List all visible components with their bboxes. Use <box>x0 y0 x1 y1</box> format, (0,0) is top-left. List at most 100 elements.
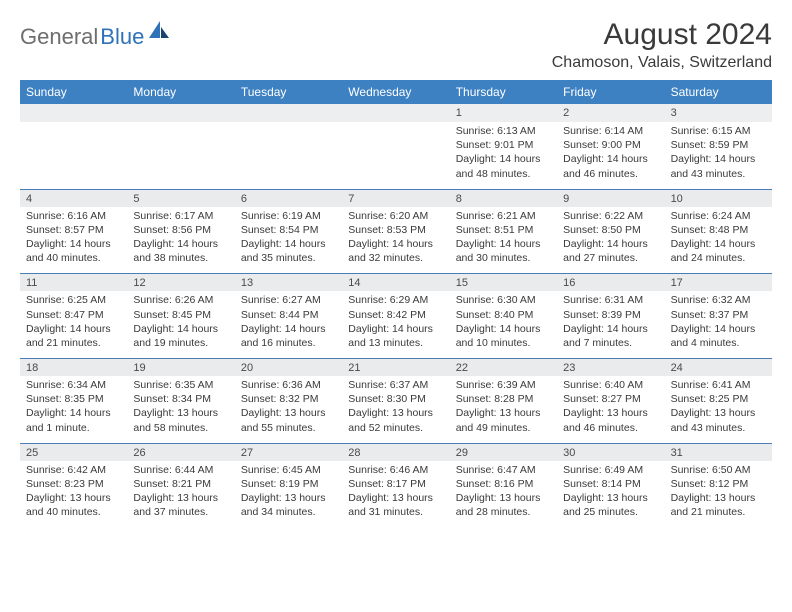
sunset-line: Sunset: 8:50 PM <box>563 223 658 237</box>
daylight-line: Daylight: 14 hours and 1 minute. <box>26 406 121 434</box>
day-number-row: 11121314151617 <box>20 273 772 291</box>
day-number-cell: 24 <box>665 358 772 376</box>
daylight-line: Daylight: 14 hours and 4 minutes. <box>671 322 766 350</box>
day-detail-row: Sunrise: 6:42 AMSunset: 8:23 PM Daylight:… <box>20 461 772 528</box>
daylight-line: Daylight: 14 hours and 16 minutes. <box>241 322 336 350</box>
day-detail-cell: Sunrise: 6:26 AMSunset: 8:45 PMDaylight:… <box>127 291 234 358</box>
day-detail-cell: Sunrise: 6:21 AMSunset: 8:51 PMDaylight:… <box>450 207 557 274</box>
logo-text-general: General <box>20 24 98 50</box>
day-number-cell: 23 <box>557 358 664 376</box>
daylight-line: Daylight: 14 hours and 43 minutes. <box>671 152 766 180</box>
sunset-line: Sunset: 8:35 PM <box>26 392 121 406</box>
day-number-cell <box>127 104 234 122</box>
sunset-line: Sunset: 8:21 PM <box>133 477 228 491</box>
day-detail-cell <box>20 122 127 189</box>
daylight-line: Daylight: 14 hours and 40 minutes. <box>26 237 121 265</box>
day-number-cell <box>235 104 342 122</box>
sunset-line: Sunset: 8:32 PM <box>241 392 336 406</box>
daylight-line: Daylight: 14 hours and 24 minutes. <box>671 237 766 265</box>
sunrise-line: Sunrise: 6:47 AM <box>456 463 551 477</box>
sunset-line: Sunset: 8:17 PM <box>348 477 443 491</box>
day-number-cell: 16 <box>557 273 664 291</box>
day-number-cell: 27 <box>235 443 342 461</box>
sunrise-line: Sunrise: 6:14 AM <box>563 124 658 138</box>
day-number-cell: 3 <box>665 104 772 122</box>
day-detail-cell <box>127 122 234 189</box>
daylight-line: Daylight: 14 hours and 19 minutes. <box>133 322 228 350</box>
day-number-cell: 31 <box>665 443 772 461</box>
sunset-line: Sunset: 8:28 PM <box>456 392 551 406</box>
sunrise-line: Sunrise: 6:50 AM <box>671 463 766 477</box>
sunrise-line: Sunrise: 6:21 AM <box>456 209 551 223</box>
sunrise-line: Sunrise: 6:19 AM <box>241 209 336 223</box>
daylight-line: Daylight: 13 hours and 31 minutes. <box>348 491 443 519</box>
day-detail-cell: Sunrise: 6:45 AMSunset: 8:19 PMDaylight:… <box>235 461 342 528</box>
sunset-line: Sunset: 8:44 PM <box>241 308 336 322</box>
day-number-cell <box>20 104 127 122</box>
daylight-line: Daylight: 14 hours and 38 minutes. <box>133 237 228 265</box>
day-detail-cell: Sunrise: 6:32 AMSunset: 8:37 PMDaylight:… <box>665 291 772 358</box>
sunrise-line: Sunrise: 6:37 AM <box>348 378 443 392</box>
day-detail-cell: Sunrise: 6:31 AMSunset: 8:39 PMDaylight:… <box>557 291 664 358</box>
sunrise-line: Sunrise: 6:17 AM <box>133 209 228 223</box>
daylight-line: Daylight: 13 hours and 21 minutes. <box>671 491 766 519</box>
daylight-line: Daylight: 13 hours and 46 minutes. <box>563 406 658 434</box>
day-number-cell: 12 <box>127 273 234 291</box>
day-number-cell: 21 <box>342 358 449 376</box>
sunset-line: Sunset: 9:00 PM <box>563 138 658 152</box>
sunrise-line: Sunrise: 6:39 AM <box>456 378 551 392</box>
sunset-line: Sunset: 8:23 PM <box>26 477 121 491</box>
day-detail-cell: Sunrise: 6:30 AMSunset: 8:40 PMDaylight:… <box>450 291 557 358</box>
day-detail-cell: Sunrise: 6:46 AMSunset: 8:17 PMDaylight:… <box>342 461 449 528</box>
daylight-line: Daylight: 13 hours and 37 minutes. <box>133 491 228 519</box>
day-number-cell: 5 <box>127 189 234 207</box>
sunrise-line: Sunrise: 6:30 AM <box>456 293 551 307</box>
daylight-line: Daylight: 14 hours and 13 minutes. <box>348 322 443 350</box>
sunset-line: Sunset: 8:39 PM <box>563 308 658 322</box>
sunset-line: Sunset: 8:47 PM <box>26 308 121 322</box>
sunrise-line: Sunrise: 6:26 AM <box>133 293 228 307</box>
day-detail-cell: Sunrise: 6:37 AMSunset: 8:30 PMDaylight:… <box>342 376 449 443</box>
day-number-row: 18192021222324 <box>20 358 772 376</box>
logo: GeneralBlue <box>20 24 171 50</box>
sunrise-line: Sunrise: 6:42 AM <box>26 463 121 477</box>
day-number-cell: 11 <box>20 273 127 291</box>
weekday-header: Thursday <box>450 80 557 104</box>
day-number-cell: 14 <box>342 273 449 291</box>
day-detail-row: Sunrise: 6:34 AMSunset: 8:35 PMDaylight:… <box>20 376 772 443</box>
sunrise-line: Sunrise: 6:35 AM <box>133 378 228 392</box>
sunrise-line: Sunrise: 6:32 AM <box>671 293 766 307</box>
sunset-line: Sunset: 9:01 PM <box>456 138 551 152</box>
sunset-line: Sunset: 8:54 PM <box>241 223 336 237</box>
sunset-line: Sunset: 8:34 PM <box>133 392 228 406</box>
day-number-cell: 18 <box>20 358 127 376</box>
day-detail-row: Sunrise: 6:16 AMSunset: 8:57 PMDaylight:… <box>20 207 772 274</box>
day-detail-cell: Sunrise: 6:35 AMSunset: 8:34 PMDaylight:… <box>127 376 234 443</box>
day-number-cell: 15 <box>450 273 557 291</box>
day-detail-cell: Sunrise: 6:14 AMSunset: 9:00 PMDaylight:… <box>557 122 664 189</box>
day-detail-cell: Sunrise: 6:29 AMSunset: 8:42 PMDaylight:… <box>342 291 449 358</box>
day-number-cell: 20 <box>235 358 342 376</box>
sunrise-line: Sunrise: 6:15 AM <box>671 124 766 138</box>
day-detail-cell: Sunrise: 6:44 AMSunset: 8:21 PMDaylight:… <box>127 461 234 528</box>
daylight-line: Daylight: 14 hours and 30 minutes. <box>456 237 551 265</box>
day-detail-cell: Sunrise: 6:13 AMSunset: 9:01 PMDaylight:… <box>450 122 557 189</box>
day-detail-cell <box>235 122 342 189</box>
weekday-header: Monday <box>127 80 234 104</box>
sunrise-line: Sunrise: 6:16 AM <box>26 209 121 223</box>
day-detail-cell: Sunrise: 6:49 AMSunset: 8:14 PMDaylight:… <box>557 461 664 528</box>
sunset-line: Sunset: 8:16 PM <box>456 477 551 491</box>
day-number-cell: 29 <box>450 443 557 461</box>
location: Chamoson, Valais, Switzerland <box>552 54 772 72</box>
sunrise-line: Sunrise: 6:40 AM <box>563 378 658 392</box>
sunset-line: Sunset: 8:59 PM <box>671 138 766 152</box>
weekday-header: Saturday <box>665 80 772 104</box>
day-number-cell <box>342 104 449 122</box>
daylight-line: Daylight: 14 hours and 32 minutes. <box>348 237 443 265</box>
day-detail-cell: Sunrise: 6:17 AMSunset: 8:56 PMDaylight:… <box>127 207 234 274</box>
title-block: August 2024 Chamoson, Valais, Switzerlan… <box>552 18 772 72</box>
day-number-cell: 28 <box>342 443 449 461</box>
sunset-line: Sunset: 8:45 PM <box>133 308 228 322</box>
logo-sail-icon <box>149 21 171 44</box>
daylight-line: Daylight: 14 hours and 35 minutes. <box>241 237 336 265</box>
